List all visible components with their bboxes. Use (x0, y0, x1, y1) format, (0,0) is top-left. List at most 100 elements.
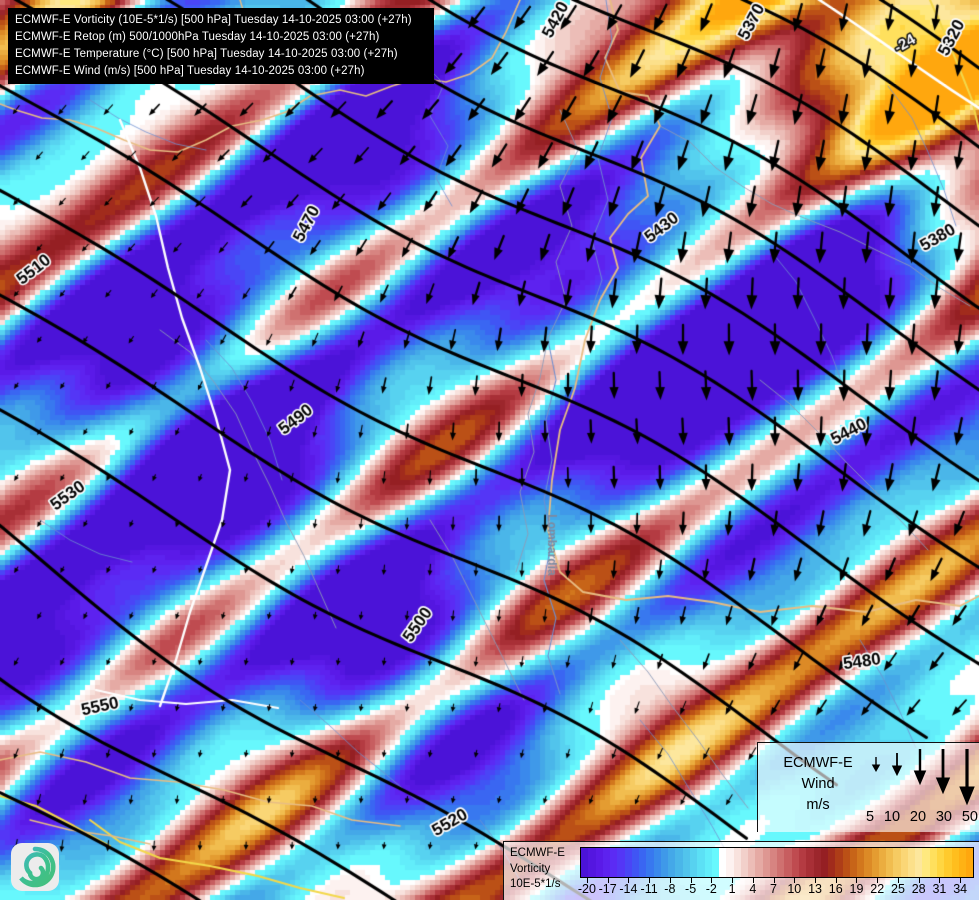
colorbar-variable: Vorticity (510, 862, 551, 875)
colorbar-tick (835, 878, 837, 883)
wind-speed-50: 50 (961, 809, 978, 825)
colorbar-ticks (580, 878, 974, 884)
colorbar-tick-labels: -20 -17 -14 -11 -8 -5 -2 1 4 7 10 13 16 19 22 25 28 31 34 (577, 882, 974, 898)
wind-speed-10: 10 (883, 809, 901, 825)
colorbar-swatch (806, 848, 814, 877)
colorbar-tick-label: 34 (953, 882, 968, 896)
colorbar-tick-label: -20 (577, 882, 596, 896)
colorbar-swatch (951, 848, 959, 877)
colorbar-tick-label: 22 (870, 882, 885, 896)
colorbar-swatch (791, 848, 799, 877)
wind-speed-20: 20 (909, 809, 927, 825)
colorbar-swatch (595, 848, 603, 877)
colorbar-tick (773, 878, 775, 883)
wind-speed-30: 30 (935, 809, 952, 825)
colorbar-swatch (907, 848, 916, 877)
colorbar-swatch (915, 848, 923, 877)
colorbar-caption: ECMWF-E Vorticity 10E-5*1/s (510, 846, 582, 893)
colorbar-tick (711, 878, 713, 883)
colorbar-swatch (653, 848, 661, 877)
colorbar-tick-label: -14 (619, 882, 638, 896)
colorbar-swatch (682, 848, 690, 877)
colorbar-tick (607, 878, 609, 883)
colorbar-swatch (704, 848, 712, 877)
colorbar-tick (752, 878, 754, 883)
wind-legend-text: ECMWF-E Wind m/s (770, 753, 866, 816)
colorbar-swatch (675, 848, 683, 877)
colorbar-swatch (893, 848, 901, 877)
colorbar-tick-label: 13 (808, 882, 822, 896)
map-title-block: ECMWF-E Vorticity (10E-5*1/s) [500 hPa] … (8, 8, 434, 84)
title-line-vorticity: ECMWF-E Vorticity (10E-5*1/s) [500 hPa] … (15, 14, 412, 26)
colorbar-tick-label: 10 (787, 882, 802, 896)
colorbar-swatch (639, 848, 647, 877)
cyclone-spiral-icon (19, 846, 56, 888)
colorbar-tick-label: 31 (932, 882, 947, 896)
colorbar-model: ECMWF-E (510, 847, 565, 859)
colorbar-swatch (937, 848, 945, 877)
wind-legend: ECMWF-E Wind m/s 5 10 20 30 50 (757, 742, 979, 832)
wind-legend-variable: Wind (801, 776, 835, 792)
colorbar-swatch (784, 848, 792, 877)
colorbar-tick (649, 878, 651, 883)
colorbar-tick (815, 878, 817, 883)
colorbar-swatch (966, 848, 974, 877)
colorbar-swatch (813, 848, 821, 877)
colorbar-swatch (871, 848, 879, 877)
app-logo[interactable] (11, 843, 59, 891)
colorbar-swatch (668, 848, 676, 877)
colorbar-tick (794, 878, 796, 883)
colorbar-swatch (740, 848, 749, 877)
colorbar-tick (918, 878, 920, 883)
colorbar-tick (960, 878, 962, 883)
colorbar-tick (877, 878, 879, 883)
colorbar-swatch (617, 848, 625, 877)
vorticity-colorbar: ECMWF-E Vorticity 10E-5*1/s -20 -17 -14 -11… (503, 841, 979, 900)
colorbar-swatch (958, 848, 967, 877)
colorbar-swatch (631, 848, 640, 877)
colorbar-swatch (820, 848, 829, 877)
colorbar-tick (897, 878, 899, 883)
colorbar-swatch (610, 848, 618, 877)
colorbar-swatch (646, 848, 654, 877)
title-line-wind: ECMWF-E Wind (m/s) [500 hPa] Tuesday 14-… (15, 65, 365, 77)
colorbar-tick-label: -2 (705, 882, 717, 896)
colorbar-swatch (660, 848, 669, 877)
colorbar-swatch (886, 848, 894, 877)
colorbar-tick-label: -11 (640, 882, 658, 896)
colorbar-swatch (689, 848, 698, 877)
colorbar-swatch (922, 848, 930, 877)
colorbar-swatch (719, 848, 727, 877)
colorbar-swatch (581, 848, 589, 877)
colorbar-swatch (726, 848, 734, 877)
colorbar-swatch (711, 848, 720, 877)
colorbar-tick-label: 1 (728, 882, 736, 896)
colorbar-swatch (624, 848, 632, 877)
colorbar-tick-label: 28 (911, 882, 926, 896)
colorbar-tick (669, 878, 671, 883)
wind-legend-scale: 5 10 20 30 50 (864, 809, 979, 825)
colorbar-swatch (748, 848, 756, 877)
colorbar-swatch (929, 848, 938, 877)
colorbar-swatch (900, 848, 908, 877)
colorbar-swatch (588, 848, 596, 877)
colorbar-swatch (762, 848, 770, 877)
title-line-retop: ECMWF-E Retop (m) 500/1000hPa Tuesday 14… (15, 31, 380, 43)
colorbar-tick-label: 16 (828, 882, 843, 896)
colorbar-swatch (755, 848, 763, 877)
colorbar-tick (628, 878, 630, 883)
colorbar-tick-label: 19 (849, 882, 864, 896)
colorbar-swatch (769, 848, 778, 877)
colorbar-tick (732, 878, 734, 883)
wind-speed-5: 5 (866, 809, 875, 825)
colorbar-tick (690, 878, 692, 883)
colorbar-tick-label: -5 (685, 882, 697, 896)
title-line-temperature: ECMWF-E Temperature (°C) [500 hPa] Tuesd… (15, 48, 398, 60)
colorbar-swatch (602, 848, 611, 877)
colorbar-tick (586, 878, 588, 883)
wind-legend-units: m/s (806, 797, 830, 813)
colorbar-tick-label: 25 (891, 882, 905, 896)
colorbar-swatch (697, 848, 705, 877)
colorbar-swatch (828, 848, 836, 877)
